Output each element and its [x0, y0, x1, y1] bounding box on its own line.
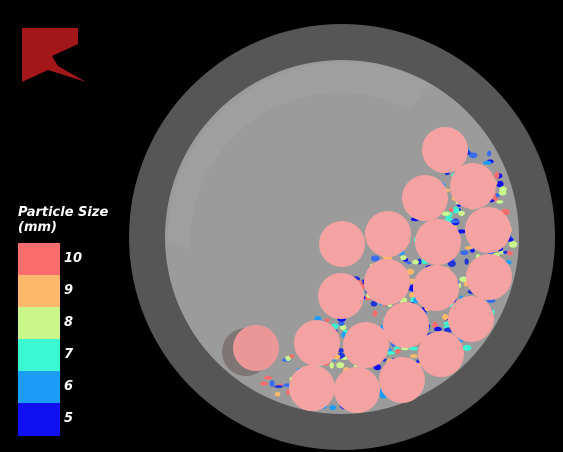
large-particle [318, 273, 364, 319]
small-particle [457, 229, 467, 234]
small-particle [442, 314, 449, 321]
small-particle [486, 150, 492, 157]
legend-swatch-8 [18, 307, 60, 340]
legend-swatch-10 [18, 243, 60, 276]
drum-inner-shade [167, 62, 431, 250]
large-particle [415, 219, 461, 265]
small-particle [274, 385, 284, 389]
small-particle [336, 362, 345, 369]
small-particle [338, 320, 345, 327]
large-particle [319, 221, 365, 267]
small-particle [263, 375, 273, 380]
large-particle [402, 175, 448, 221]
small-particle [469, 248, 475, 253]
legend-swatch-9 [18, 275, 60, 308]
large-particle [365, 211, 411, 257]
small-particle [460, 250, 469, 256]
small-particle [503, 250, 508, 254]
legend-label-10: 10 [64, 251, 83, 266]
legend-label-9: 9 [64, 283, 74, 298]
legend-swatch-5 [18, 403, 60, 436]
small-particle [409, 346, 418, 351]
small-particle [370, 255, 380, 262]
small-particle [495, 192, 500, 198]
small-particle [506, 250, 514, 256]
small-particle [337, 348, 344, 353]
small-particle [447, 260, 456, 267]
brand-logo [22, 28, 86, 82]
small-particle [269, 380, 275, 387]
small-particle [450, 219, 460, 224]
small-particle [464, 258, 469, 265]
legend-swatch-7 [18, 339, 60, 372]
small-particle [412, 259, 419, 265]
small-particle [496, 200, 504, 204]
legend-label-7: 7 [64, 347, 74, 362]
small-particle [324, 318, 330, 323]
legend-label-6: 6 [64, 379, 74, 394]
large-particle [379, 357, 425, 403]
small-particle [468, 152, 478, 159]
small-particle [329, 362, 334, 369]
large-particle [383, 302, 429, 348]
small-particle [459, 276, 469, 283]
small-particle [372, 310, 378, 317]
small-particle [441, 211, 451, 216]
small-particle [274, 391, 281, 397]
large-particle [466, 254, 512, 300]
small-particle [434, 326, 442, 332]
small-particle [498, 190, 507, 196]
legend-title-line2: (mm) [18, 220, 57, 235]
small-particle [409, 354, 418, 358]
small-particle [408, 278, 416, 284]
small-particle [289, 354, 295, 358]
large-particle [450, 163, 496, 209]
small-particle [464, 246, 474, 250]
small-particle [285, 355, 291, 362]
large-particle-layer [222, 127, 512, 413]
small-particle [462, 344, 472, 351]
small-particle [496, 180, 504, 188]
large-particle [448, 296, 494, 342]
small-particle [458, 210, 465, 216]
large-particle [289, 365, 335, 411]
small-particle [448, 207, 454, 213]
small-particle [508, 241, 518, 248]
small-particle [432, 321, 438, 329]
large-particle [465, 207, 511, 253]
small-particle [444, 217, 453, 222]
small-particle [386, 351, 396, 355]
legend-swatch-6 [18, 371, 60, 404]
large-particle [233, 325, 279, 371]
small-particle [452, 206, 460, 214]
large-particle [364, 259, 410, 305]
legend-label-5: 5 [64, 411, 74, 426]
large-particle [343, 322, 389, 368]
large-particle [418, 331, 464, 377]
small-particle [259, 381, 268, 386]
small-particle [483, 160, 492, 166]
legend-label-8: 8 [64, 315, 74, 330]
legend-title-line1: Particle Size [18, 205, 109, 220]
large-particle [294, 320, 340, 366]
small-particle [406, 261, 412, 265]
small-particle [329, 405, 337, 411]
small-particle [494, 171, 500, 179]
small-particle [400, 255, 407, 261]
large-particle [334, 367, 380, 413]
large-particle [413, 265, 459, 311]
small-particle [395, 348, 401, 354]
legend-title: Particle Size (mm) [18, 205, 128, 235]
large-particle [422, 127, 468, 173]
small-particle [370, 300, 378, 307]
